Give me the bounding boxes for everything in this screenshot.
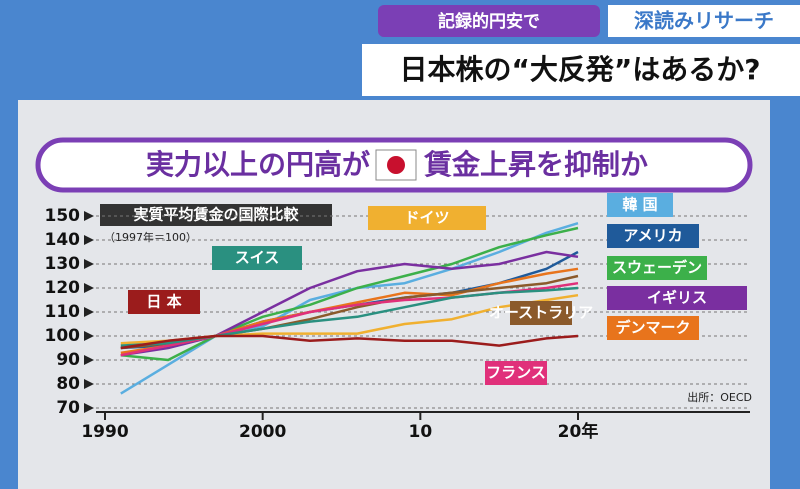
series-label-box — [510, 301, 572, 325]
series-label-box — [607, 286, 747, 310]
brand-box — [608, 5, 800, 37]
x-tick-label: 1990 — [81, 422, 128, 442]
series-label-box — [607, 256, 707, 280]
legend-label: スウェーデン — [612, 259, 702, 277]
x-tick-label: 2000 — [239, 422, 286, 442]
brand: 深読みリサーチ — [634, 9, 774, 33]
series-label-box — [607, 316, 699, 340]
y-tick-label: 70 — [56, 398, 80, 418]
series-label-box — [607, 193, 673, 217]
series-label-box — [485, 361, 547, 385]
y-tick-label: 130 — [45, 254, 81, 274]
legend-label: フランス — [486, 364, 546, 382]
chart-subtitle: （1997年＝100） — [104, 230, 197, 244]
y-tick-label: 140 — [45, 230, 81, 250]
series-label-box — [212, 246, 302, 270]
banner-left: 実力以上の円高が — [146, 148, 370, 181]
series-line — [120, 226, 579, 362]
banner-right: 賃金上昇を抑制か — [423, 148, 648, 181]
y-tick-mark — [84, 259, 94, 269]
y-tick-label: 80 — [56, 374, 80, 394]
source: 出所：OECD — [687, 390, 752, 404]
x-tick-label: 20年 — [558, 421, 599, 442]
legend-label: オーストラリア — [489, 304, 593, 322]
series-line — [120, 334, 579, 350]
series-label-box — [607, 224, 699, 248]
y-tick-label: 100 — [45, 326, 81, 346]
legend-label: スイス — [235, 249, 280, 267]
y-tick-mark — [84, 211, 94, 221]
legend-label: ドイツ — [404, 209, 449, 227]
y-tick-label: 110 — [45, 302, 81, 322]
legend-label: イギリス — [647, 289, 707, 307]
flag-sun — [387, 156, 405, 174]
y-tick-label: 120 — [45, 278, 81, 298]
legend-label: アメリカ — [623, 227, 682, 245]
y-tick-mark — [84, 283, 94, 293]
series-label-box — [368, 206, 486, 230]
y-tick-label: 90 — [56, 350, 80, 370]
y-tick-label: 150 — [45, 206, 81, 226]
y-tick-mark — [84, 331, 94, 341]
y-tick-mark — [84, 355, 94, 365]
y-tick-mark — [84, 307, 94, 317]
tag-box — [378, 5, 600, 37]
headline-box — [362, 44, 800, 96]
legend-label: 韓 国 — [622, 196, 657, 214]
y-tick-mark — [84, 379, 94, 389]
series-label-box — [128, 290, 200, 314]
headline: 日本株の“大反発”はあるか? — [399, 53, 760, 86]
x-tick-label: 10 — [408, 422, 432, 442]
tag: 記録的円安で — [438, 11, 540, 32]
y-tick-mark — [84, 403, 94, 413]
y-tick-mark — [84, 235, 94, 245]
chart-title: 実質平均賃金の国際比較 — [133, 206, 299, 224]
chart-title-box — [100, 204, 332, 226]
legend-label: デンマーク — [615, 319, 690, 337]
legend-label: 日 本 — [146, 293, 181, 311]
